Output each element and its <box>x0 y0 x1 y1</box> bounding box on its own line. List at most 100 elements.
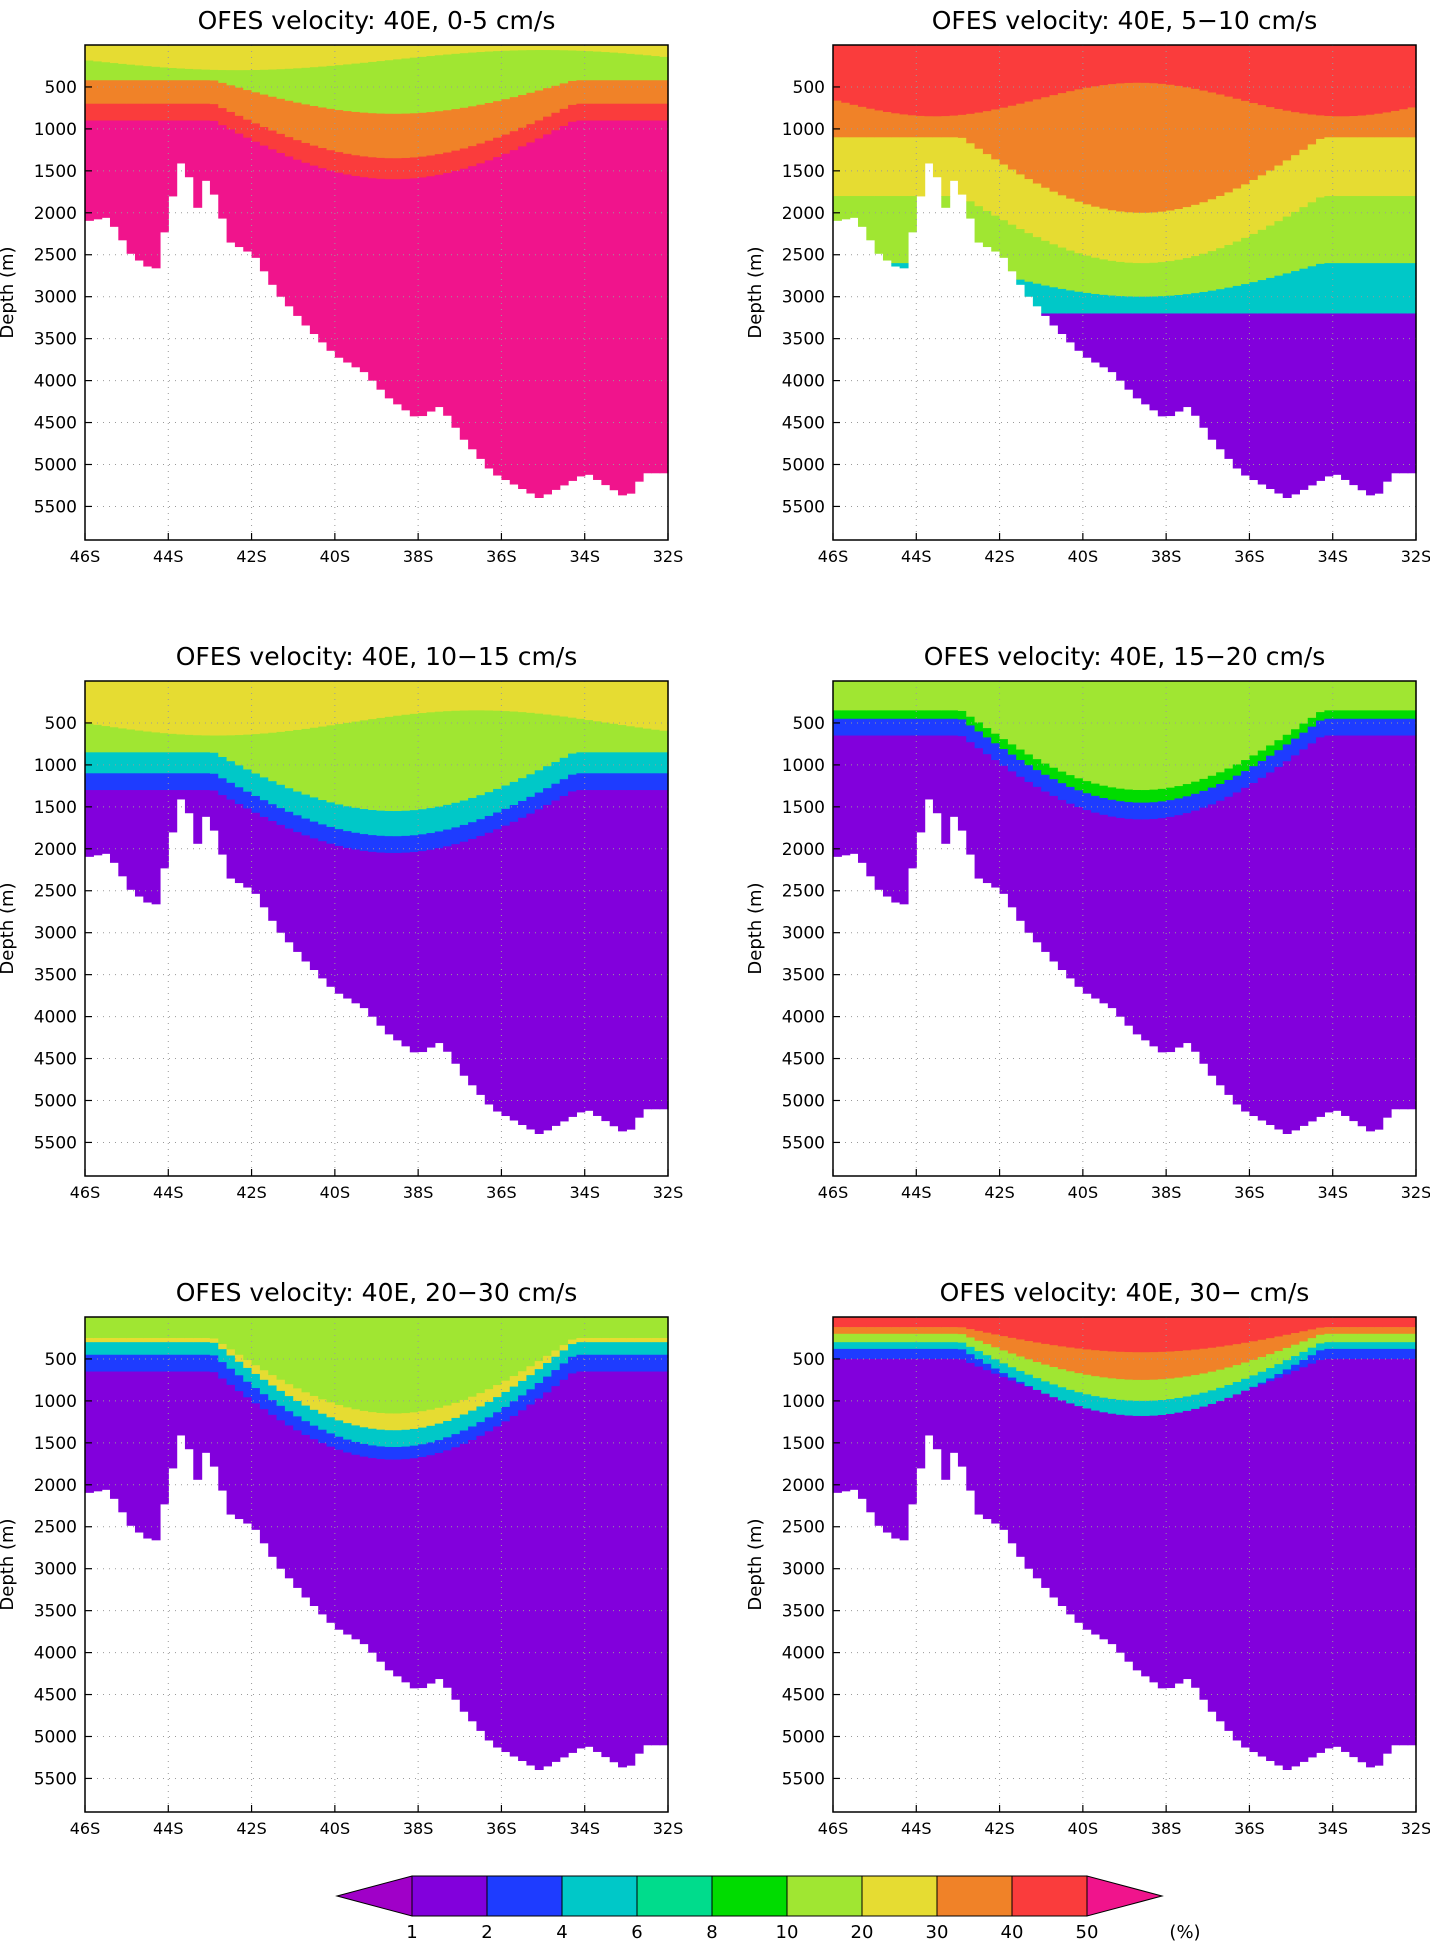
heatmap-cell <box>1132 212 1142 264</box>
heatmap-cell <box>134 45 144 66</box>
heatmap-cell <box>159 1354 169 1372</box>
heatmap-cell <box>1157 1414 1167 1689</box>
heatmap-cell <box>1407 1317 1417 1328</box>
heatmap-cell <box>1341 710 1350 720</box>
heatmap-cell <box>601 80 611 105</box>
heatmap-cell <box>134 730 144 753</box>
heatmap-cell <box>1057 93 1067 196</box>
heatmap-cell <box>1357 45 1367 116</box>
heatmap-cell <box>1191 1408 1201 1688</box>
heatmap-cell <box>559 795 569 1122</box>
heatmap-cell <box>459 841 469 1076</box>
y-tick-label: 3000 <box>782 924 825 944</box>
heatmap-cell <box>359 156 369 178</box>
heatmap-cell <box>501 808 511 827</box>
heatmap-cell <box>193 773 203 791</box>
y-tick-label: 4000 <box>34 1644 77 1664</box>
heatmap-cell <box>276 808 286 826</box>
heatmap-cell <box>1166 261 1176 297</box>
heatmap-cell <box>418 156 428 178</box>
heatmap-cell <box>999 1363 1009 1374</box>
x-tick-label: 32S <box>1401 1819 1430 1838</box>
heatmap-cell <box>293 1430 303 1588</box>
heatmap-cell <box>1391 1317 1400 1328</box>
heatmap-cell <box>568 717 577 754</box>
heatmap-cell <box>1399 1327 1409 1335</box>
heatmap-cell <box>849 1342 859 1350</box>
heatmap-cell <box>251 45 261 71</box>
heatmap-cell <box>434 154 444 176</box>
heatmap-cell <box>226 681 236 736</box>
heatmap-cell <box>957 681 967 712</box>
heatmap-cell <box>368 810 378 836</box>
heatmap-cell <box>193 1342 203 1356</box>
heatmap-cell <box>559 1379 569 1758</box>
heatmap-cell <box>1266 277 1276 314</box>
heatmap-cell <box>1291 1333 1300 1346</box>
heatmap-cell <box>384 1430 394 1448</box>
heatmap-cell <box>209 1342 219 1356</box>
heatmap-cell <box>484 160 494 469</box>
heatmap-cell <box>643 1317 652 1339</box>
heatmap-cell <box>1316 197 1325 265</box>
heatmap-cell <box>1124 1400 1134 1416</box>
heatmap-cell <box>982 754 992 884</box>
heatmap-cell <box>1066 1347 1076 1372</box>
x-tick-label: 36S <box>486 1183 517 1202</box>
x-tick-label: 46S <box>818 1183 849 1202</box>
heatmap-cell <box>234 1317 244 1356</box>
x-tick-label: 34S <box>1317 1819 1348 1838</box>
heatmap-cell <box>293 832 303 952</box>
heatmap-cell <box>941 137 951 197</box>
heatmap-cell <box>209 104 219 122</box>
heatmap-cell <box>907 1327 917 1335</box>
heatmap-cell <box>651 1317 661 1339</box>
heatmap-cell <box>957 137 967 195</box>
heatmap-cell <box>109 752 119 774</box>
heatmap-cell <box>193 752 203 774</box>
heatmap-cell <box>1374 1333 1384 1343</box>
heatmap-cell <box>1274 1351 1284 1365</box>
heatmap-cell <box>899 45 909 115</box>
heatmap-cell <box>393 1430 403 1448</box>
heatmap-cell <box>476 1422 486 1437</box>
heatmap-cell <box>618 790 627 1132</box>
heatmap-cell <box>484 140 494 161</box>
heatmap-cell <box>849 710 859 720</box>
heatmap-cell <box>1207 787 1217 805</box>
heatmap-cell <box>1316 138 1325 198</box>
heatmap-cell <box>93 120 103 220</box>
heatmap-cell <box>618 53 627 81</box>
heatmap-cell <box>101 62 111 81</box>
heatmap-cell <box>1107 210 1117 262</box>
heatmap-cell <box>1316 115 1325 140</box>
heatmap-cell <box>326 725 336 803</box>
heatmap-cell <box>1141 1317 1151 1353</box>
heatmap-cell <box>484 51 494 104</box>
heatmap-cell <box>866 196 876 241</box>
heatmap-cell <box>1391 710 1400 720</box>
heatmap-cell <box>659 1371 669 1746</box>
heatmap-cell <box>443 1405 453 1422</box>
heatmap-cell <box>234 1375 244 1392</box>
heatmap-cell <box>1266 1354 1276 1369</box>
heatmap-cell <box>184 45 194 70</box>
heatmap-cell <box>1224 192 1234 246</box>
heatmap-cell <box>899 263 909 269</box>
heatmap-cell <box>459 53 469 109</box>
heatmap-cell <box>193 790 203 844</box>
heatmap-cell <box>176 1337 186 1343</box>
heatmap-cell <box>1132 802 1142 820</box>
heatmap-cell <box>891 1333 901 1343</box>
heatmap-cell <box>1324 1317 1334 1328</box>
heatmap-cell <box>1049 45 1059 96</box>
heatmap-cell <box>1341 1317 1350 1328</box>
heatmap-cell <box>999 681 1009 740</box>
heatmap-cell <box>159 733 169 753</box>
heatmap-cell <box>1349 1358 1359 1758</box>
heatmap-cell <box>268 130 278 150</box>
heatmap-cell <box>1274 313 1284 494</box>
panel-2: OFES velocity: 40E, 5−10 cm/s50010001500… <box>745 6 1430 566</box>
heatmap-cell <box>484 1401 494 1418</box>
heatmap-cell <box>1157 1351 1167 1380</box>
